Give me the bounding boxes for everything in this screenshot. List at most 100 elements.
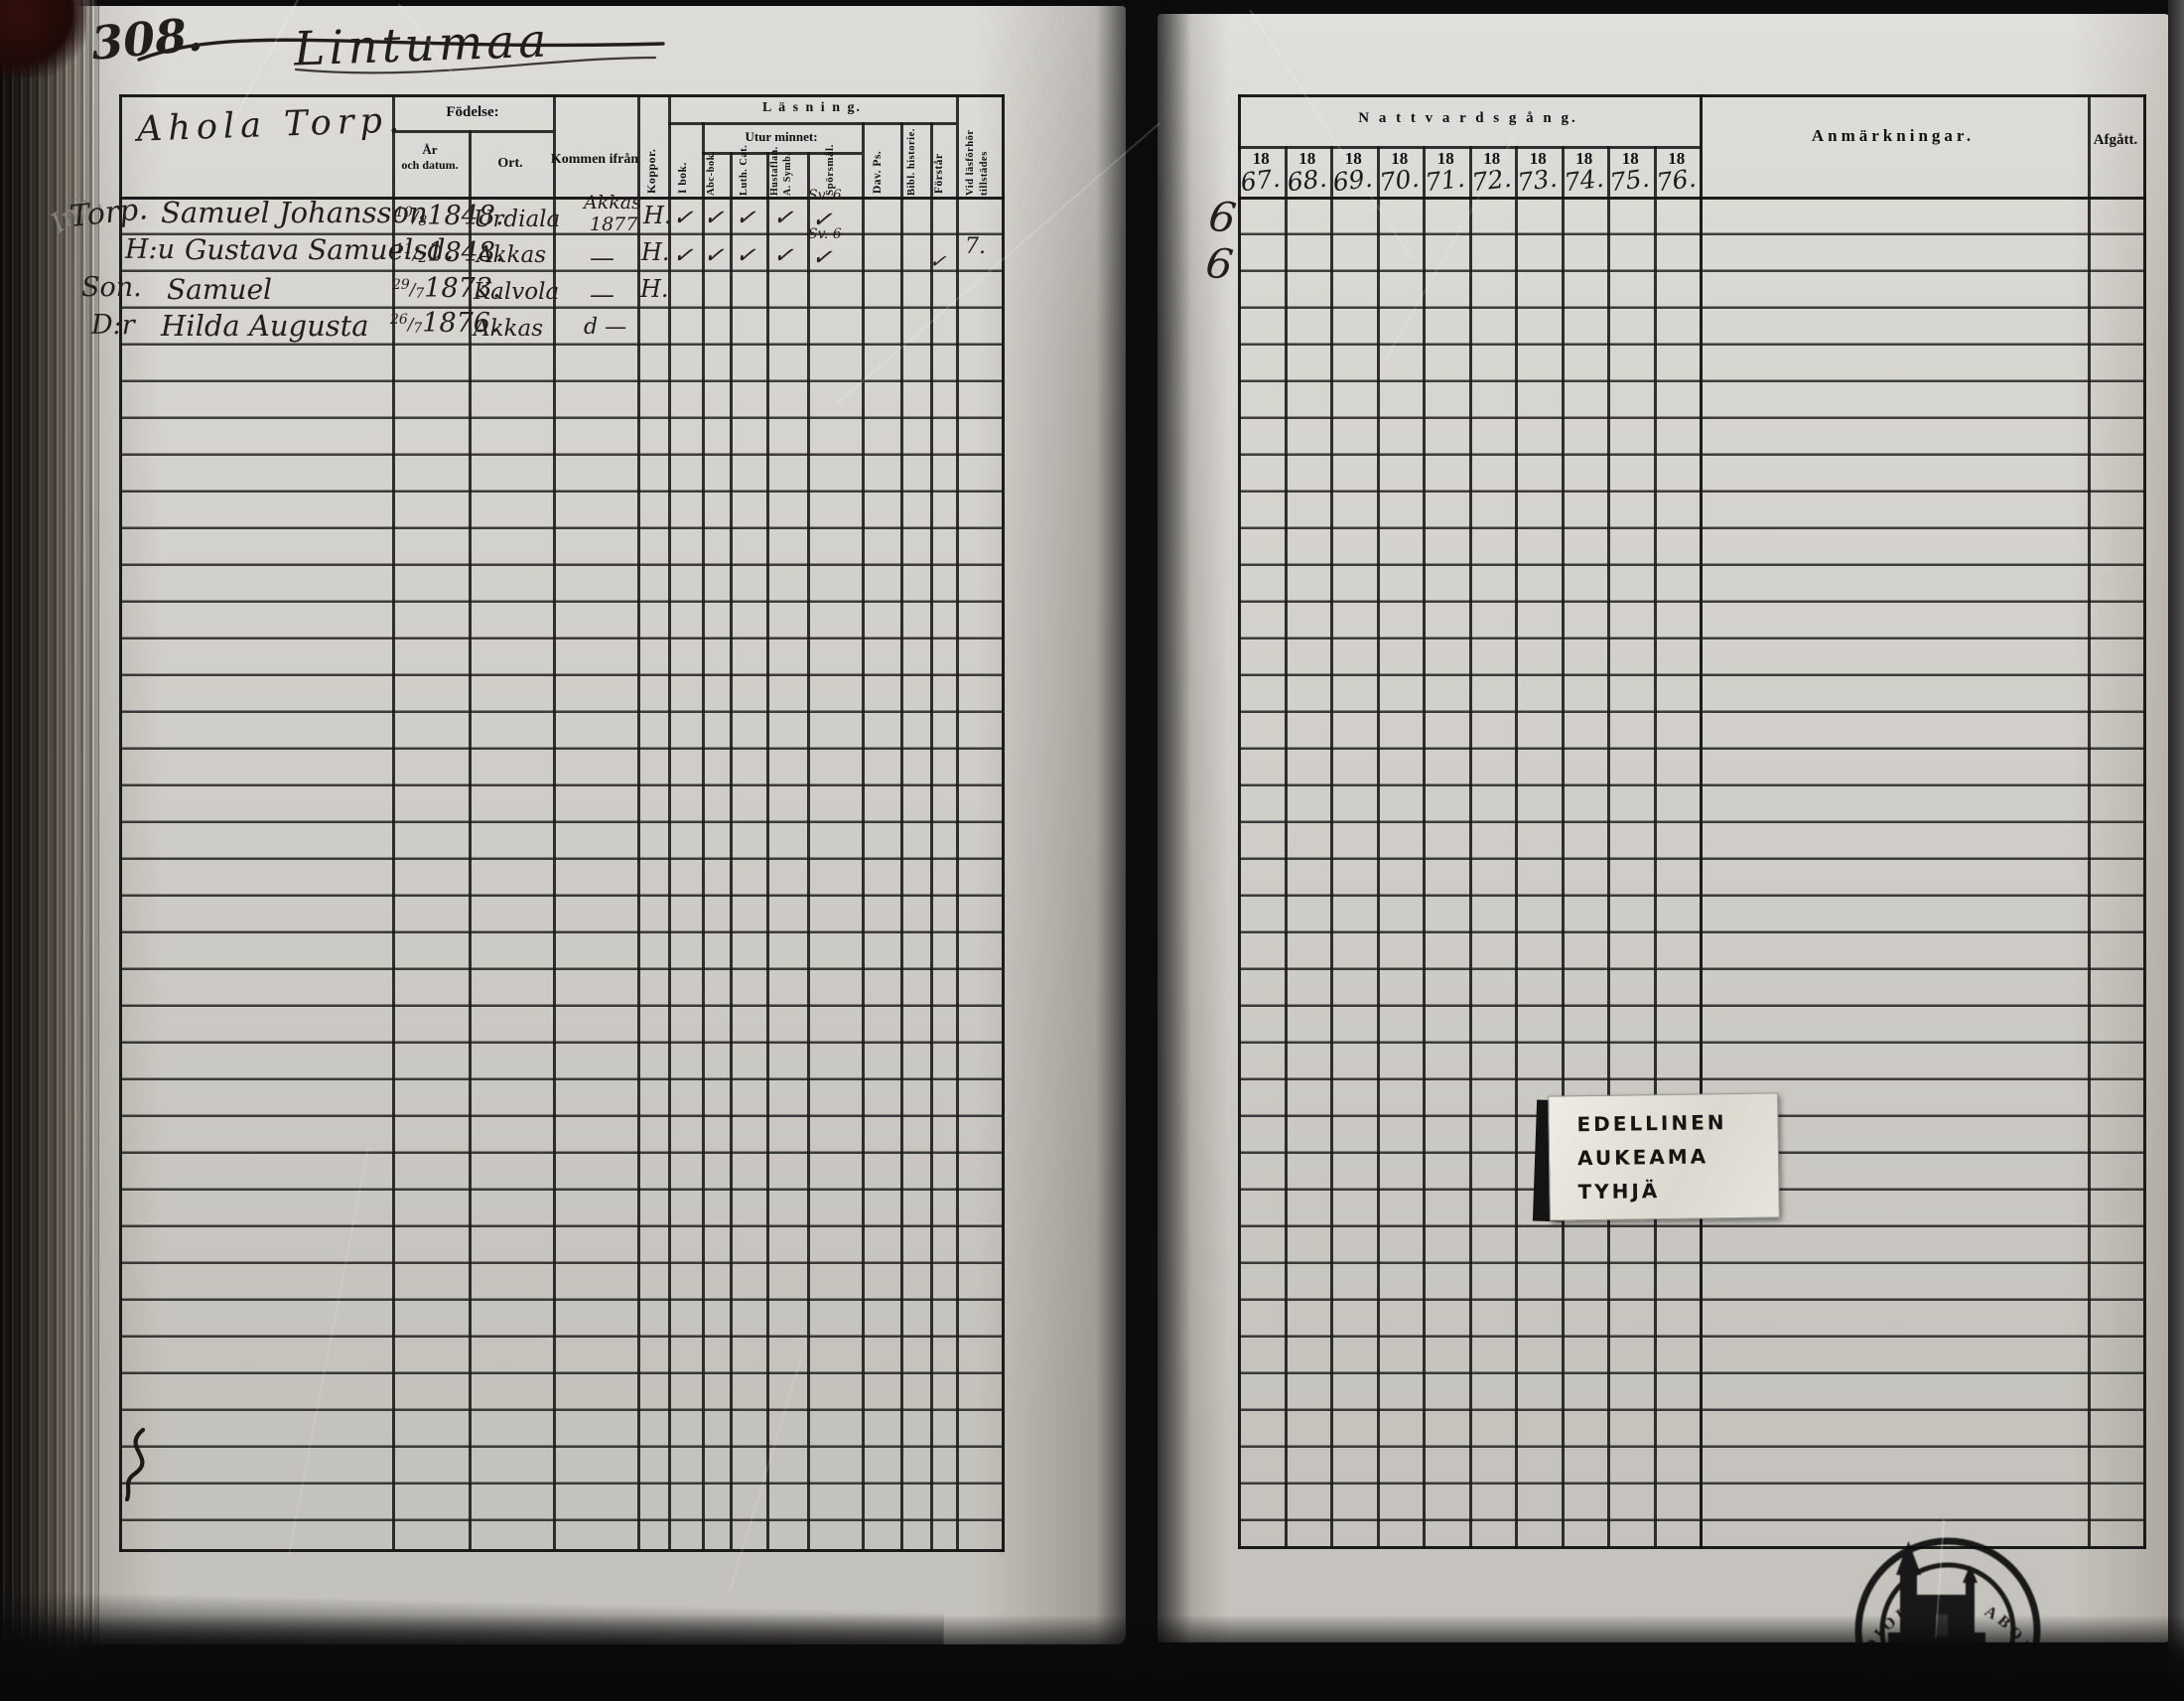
header-anmarkningar: Anmärkningar. xyxy=(1811,126,1976,145)
row2-birth-day: 11 xyxy=(395,240,413,257)
header-kommen-ifran: Kommen ifrån xyxy=(550,152,639,167)
year-prefix: 18 xyxy=(1529,148,1547,168)
year-prefix: 18 xyxy=(1668,148,1686,168)
year-cell: 1870. xyxy=(1377,149,1424,198)
header-forstar: Förstår xyxy=(933,153,945,194)
year-cell: 1876. xyxy=(1654,149,1701,198)
row4-ort: Akkas xyxy=(474,316,543,342)
row1-kommen-line2: 1877 xyxy=(590,213,638,235)
year-script: 70. xyxy=(1377,163,1421,197)
year-script: 76. xyxy=(1654,163,1698,197)
header-bibl-historie: Bibl. historie. xyxy=(906,128,917,196)
header-ort: Ort. xyxy=(497,156,523,171)
table-row-lines xyxy=(119,199,1005,1549)
year-prefix: 18 xyxy=(1483,148,1501,168)
header-och-datum: och datum. xyxy=(401,158,459,172)
scan-right-edge xyxy=(2168,0,2184,1701)
year-script: 74. xyxy=(1562,163,1605,197)
year-cell: 1868. xyxy=(1285,149,1331,198)
year-prefix: 18 xyxy=(1298,148,1316,168)
scan-bottom-edge xyxy=(0,1615,2184,1701)
ink-flourish xyxy=(137,38,665,74)
row4-name: Hilda Augusta xyxy=(161,309,369,343)
slip-line3: TYHJÄ xyxy=(1577,1179,1661,1205)
grid-line xyxy=(119,94,1005,97)
row4-birth-year: 1876. xyxy=(422,308,499,339)
year-prefix: 18 xyxy=(1391,148,1409,168)
row1-kommen-line1: Akkas xyxy=(584,192,641,213)
year-script: 73. xyxy=(1516,163,1560,197)
header-vid-lasforhor-line1: Vid läsförhör xyxy=(965,129,976,197)
year-cell: 1867. xyxy=(1238,149,1285,198)
grid-line xyxy=(668,122,956,125)
header-vid-lasforhor: Vid läsförhör tillstädes xyxy=(964,100,998,197)
grid-line xyxy=(1238,1546,2146,1549)
row4-birth-month: 7 xyxy=(413,320,423,337)
row3-kommen: — xyxy=(590,280,614,309)
year-script: 72. xyxy=(1469,163,1513,197)
grid-line xyxy=(119,1549,1005,1552)
header-nattvardsgang: N a t t v a r d s g å n g. xyxy=(1358,110,1578,126)
row1-birth-year: 1848. xyxy=(427,201,504,231)
right-table: N a t t v a r d s g å n g. Anmärkningar.… xyxy=(1238,94,2146,1549)
slip-line1: EDELLINEN xyxy=(1576,1110,1727,1137)
row2-kommen: — xyxy=(590,243,614,272)
header-hustaflan-line2: A. Symb. xyxy=(782,152,793,196)
header-hustaflan: Hustaflan. A. Symb. xyxy=(768,146,802,196)
year-prefix: 18 xyxy=(1252,148,1270,168)
row4-kommen: d — xyxy=(584,315,627,340)
header-ar: År xyxy=(422,142,438,157)
row2-relation: H:u xyxy=(125,234,176,265)
row1-name: Samuel Johansson xyxy=(161,196,428,229)
year-script: 68. xyxy=(1285,163,1328,197)
year-cell: 1872. xyxy=(1469,149,1516,198)
grid-line xyxy=(1238,146,1700,149)
header-hustaflan-line1: Hustaflan. xyxy=(769,146,780,196)
slip-line2: AUKEAMA xyxy=(1576,1144,1709,1171)
row2-koppor-mark: H. xyxy=(641,238,670,266)
row3-birth-month: 7 xyxy=(415,285,425,302)
year-cell: 1871. xyxy=(1423,149,1469,198)
header-afgatt: Afgått. xyxy=(2093,132,2138,148)
year-script: 67. xyxy=(1239,163,1283,197)
book-binding xyxy=(0,0,99,1701)
row4-birth-day: 26 xyxy=(390,311,408,328)
year-script: 75. xyxy=(1608,163,1652,197)
row3-birthdate: 29/71873. xyxy=(392,273,501,304)
row2-sporsmal-note: Sv. 6 xyxy=(808,226,842,242)
row3-birth-day: 29 xyxy=(392,276,410,293)
year-script: 71. xyxy=(1424,163,1467,197)
row3-name: Samuel xyxy=(167,273,272,306)
row3-koppor-mark: H. xyxy=(640,275,669,303)
year-prefix: 18 xyxy=(1344,148,1362,168)
row2-name: Gustava Samuelsd. xyxy=(185,233,455,266)
row3-birth-year: 1873. xyxy=(424,273,501,304)
header-vid-lasforhor-line2: tillstädes xyxy=(979,151,990,196)
row1-sporsmal-note: Sv. 6 xyxy=(808,188,842,204)
row3-ort: Kalvola xyxy=(474,279,560,305)
row2-birth-year: 1848. xyxy=(427,237,504,268)
year-prefix: 18 xyxy=(1621,148,1639,168)
header-i-bok: I bok. xyxy=(677,162,689,194)
year-cell: 1873. xyxy=(1515,149,1562,198)
header-fodelse: Födelse: xyxy=(446,104,499,120)
header-utur-minnet: Utur minnet: xyxy=(745,129,818,144)
year-prefix: 18 xyxy=(1436,148,1454,168)
row1-birthdate: 10/81848. xyxy=(395,201,504,231)
row2-vid-mark: 7. xyxy=(965,234,986,259)
header-luth-cat: Luth. Cat. xyxy=(739,144,750,196)
grid-line xyxy=(1238,197,2146,200)
table-row-lines xyxy=(1238,199,2146,1546)
row3-relation: Son. xyxy=(81,272,142,303)
row1-birth-month: 8 xyxy=(418,213,428,229)
header-lasning: L ä s n i n g. xyxy=(762,100,862,115)
row4-birthdate: 26/71876. xyxy=(390,308,499,339)
year-prefix: 18 xyxy=(1575,148,1593,168)
grid-line xyxy=(1238,94,2146,97)
page-gutter-shadow xyxy=(1096,0,1191,1701)
row2-birthdate: 11/21848. xyxy=(395,237,504,268)
row2-ort: Akkas xyxy=(477,242,546,268)
year-cell: 1875. xyxy=(1607,149,1654,198)
left-table: Födelse: År och datum. Ort. Kommen ifrån… xyxy=(119,94,1005,1552)
